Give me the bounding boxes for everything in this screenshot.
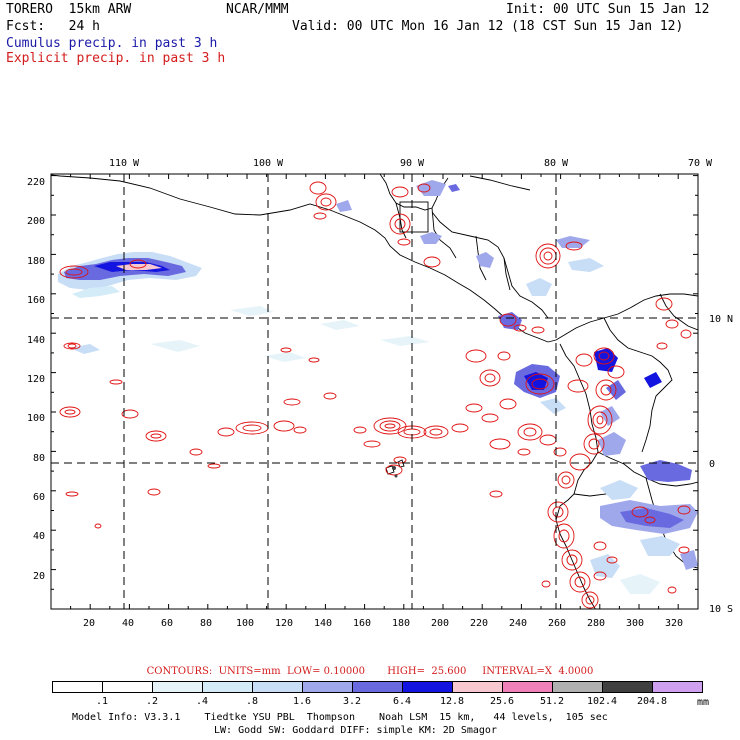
x-tick-label: 300 bbox=[626, 618, 644, 629]
axis-ticks bbox=[50, 174, 698, 610]
scale-label: .1 bbox=[95, 696, 109, 707]
scale-swatch bbox=[453, 682, 503, 692]
y-tick-label: 200 bbox=[27, 216, 45, 227]
scale-label: 204.8 bbox=[636, 696, 668, 707]
scale-swatch bbox=[403, 682, 453, 692]
explicit-precip-contours bbox=[59, 181, 692, 609]
lon-label: 100 W bbox=[253, 158, 284, 169]
contour-info: CONTOURS: UNITS=mm LOW= 0.10000 HIGH= 25… bbox=[146, 666, 594, 677]
scale-swatch bbox=[53, 682, 103, 692]
y-tick-label: 40 bbox=[33, 531, 45, 542]
scale-label: .4 bbox=[195, 696, 209, 707]
x-tick-label: 20 bbox=[83, 618, 95, 629]
scale-swatch bbox=[553, 682, 603, 692]
x-tick-label: 160 bbox=[353, 618, 371, 629]
scale-swatch bbox=[153, 682, 203, 692]
forecast-hour: Fcst: 24 h bbox=[6, 19, 100, 34]
x-tick-label: 40 bbox=[122, 618, 134, 629]
x-tick-label: 60 bbox=[161, 618, 173, 629]
scale-unit: mm bbox=[697, 697, 710, 708]
model-info-line2: LW: Godd SW: Goddard DIFF: simple KM: 2D… bbox=[214, 725, 497, 736]
scale-swatch bbox=[353, 682, 403, 692]
lon-label: 70 W bbox=[688, 158, 713, 169]
color-scale bbox=[52, 681, 703, 693]
y-tick-label: 160 bbox=[27, 295, 45, 306]
y-tick-label: 60 bbox=[33, 492, 45, 503]
map-content bbox=[51, 174, 698, 609]
x-tick-label: 100 bbox=[236, 618, 254, 629]
scale-label: 6.4 bbox=[392, 696, 412, 707]
lat-label: 10 S bbox=[709, 604, 733, 615]
lon-label: 80 W bbox=[544, 158, 569, 169]
latlon-grid bbox=[51, 174, 698, 609]
organization: NCAR/MMM bbox=[226, 2, 289, 17]
scale-label: .2 bbox=[145, 696, 159, 707]
scale-label: 3.2 bbox=[342, 696, 362, 707]
scale-label: 12.8 bbox=[439, 696, 465, 707]
x-tick-label: 260 bbox=[548, 618, 566, 629]
scale-label: .8 bbox=[245, 696, 259, 707]
heavy-precip-cores bbox=[392, 466, 398, 478]
scale-label: 51.2 bbox=[539, 696, 565, 707]
scale-swatch bbox=[203, 682, 253, 692]
model-title: TORERO 15km ARW bbox=[6, 2, 132, 17]
x-tick-label: 120 bbox=[275, 618, 293, 629]
scale-swatch bbox=[253, 682, 303, 692]
scale-swatch bbox=[103, 682, 153, 692]
scale-label: 1.6 bbox=[292, 696, 312, 707]
y-tick-label: 80 bbox=[33, 453, 45, 464]
y-tick-label: 220 bbox=[27, 177, 45, 188]
x-axis-labels: 20 40 60 80 100 120 140 160 180 200 220 … bbox=[83, 618, 683, 629]
cumulus-precip-label: Cumulus precip. in past 3 h bbox=[6, 36, 218, 51]
x-tick-label: 180 bbox=[392, 618, 410, 629]
scale-label: 25.6 bbox=[489, 696, 515, 707]
x-tick-label: 240 bbox=[509, 618, 527, 629]
y-tick-label: 100 bbox=[27, 413, 45, 424]
scale-swatch bbox=[603, 682, 653, 692]
lat-label: 0 bbox=[709, 459, 715, 470]
scale-label: 102.4 bbox=[586, 696, 618, 707]
valid-time: Valid: 00 UTC Mon 16 Jan 12 (18 CST Sun … bbox=[292, 19, 684, 34]
y-tick-label: 20 bbox=[33, 571, 45, 582]
scale-swatch bbox=[503, 682, 553, 692]
lat-label: 10 N bbox=[709, 314, 733, 325]
y-tick-label: 140 bbox=[27, 335, 45, 346]
scale-swatch bbox=[653, 682, 702, 692]
y-tick-label: 120 bbox=[27, 374, 45, 385]
x-tick-label: 280 bbox=[587, 618, 605, 629]
lon-label: 90 W bbox=[400, 158, 425, 169]
plot-border bbox=[50, 173, 699, 610]
cumulus-precip-areas bbox=[58, 180, 698, 594]
explicit-precip-label: Explicit precip. in past 3 h bbox=[6, 51, 226, 66]
x-tick-label: 140 bbox=[314, 618, 332, 629]
scale-swatch bbox=[303, 682, 353, 692]
lon-label: 110 W bbox=[109, 158, 140, 169]
x-tick-label: 80 bbox=[200, 618, 212, 629]
model-info-line1: Model Info: V3.3.1 Tiedtke YSU PBL Thomp… bbox=[72, 712, 608, 723]
x-tick-label: 220 bbox=[470, 618, 488, 629]
init-time: Init: 00 UTC Sun 15 Jan 12 bbox=[506, 2, 710, 17]
x-tick-label: 200 bbox=[431, 618, 449, 629]
y-axis-labels: 220 200 180 160 140 120 100 80 60 40 20 bbox=[27, 177, 45, 582]
y-tick-label: 180 bbox=[27, 256, 45, 267]
x-tick-label: 320 bbox=[665, 618, 683, 629]
